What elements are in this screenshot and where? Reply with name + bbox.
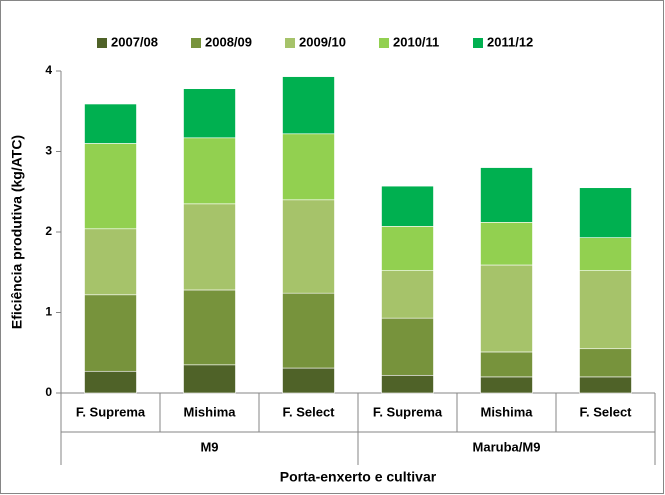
y-axis-title: Eficiência produtiva (kg/ATC) (9, 135, 25, 329)
bar-segment (579, 187, 632, 238)
bar-segment (183, 88, 236, 139)
legend-label: 2010/11 (393, 34, 439, 49)
bar-segment (381, 226, 434, 271)
bar-segment (480, 376, 533, 394)
x-tick-label: F. Select (282, 404, 335, 419)
bar-segment (381, 185, 434, 227)
bar-segment (381, 270, 434, 319)
y-tick-label: 3 (45, 144, 52, 158)
bar-segment (480, 351, 533, 378)
bar-segment (84, 143, 137, 230)
legend-swatch (473, 38, 483, 48)
bar-segment (579, 376, 632, 394)
legend-swatch (285, 38, 295, 48)
x-tick-label: F. Suprema (373, 404, 443, 419)
legend-swatch (97, 38, 107, 48)
bar-segment (84, 370, 137, 394)
legend-label: 2008/09 (205, 34, 252, 49)
bar-segment (579, 270, 632, 350)
bar-segment (183, 364, 236, 394)
bar-segment (381, 317, 434, 376)
bar-segment (84, 228, 137, 296)
bar-segment (579, 348, 632, 378)
bar-segment (480, 167, 533, 223)
bar-segment (480, 222, 533, 266)
y-tick-label: 1 (45, 305, 52, 319)
bar-segment (84, 294, 137, 372)
bar-segment (579, 237, 632, 271)
y-tick-label: 0 (45, 385, 52, 399)
bar-segment (381, 374, 434, 394)
legend-label: 2007/08 (111, 34, 158, 49)
legend-label: 2011/12 (487, 34, 533, 49)
x-axis-title: Porta-enxerto e cultivar (280, 469, 437, 485)
bar-segment (282, 199, 335, 294)
x-tick-label: Mishima (183, 404, 236, 419)
legend-swatch (379, 38, 389, 48)
legend-swatch (191, 38, 201, 48)
y-tick-label: 4 (45, 63, 52, 77)
bar-segment (183, 137, 236, 205)
legend-label: 2009/10 (299, 34, 346, 49)
x-tick-label: F. Suprema (76, 404, 146, 419)
bar-segment (84, 103, 137, 144)
bar-segment (282, 76, 335, 135)
x-tick-label: F. Select (579, 404, 632, 419)
group-label: M9 (200, 439, 218, 454)
bar-segment (282, 133, 335, 201)
group-label: Maruba/M9 (473, 439, 541, 454)
x-tick-label: Mishima (480, 404, 533, 419)
bar-segment (480, 264, 533, 353)
bar-segment (282, 367, 335, 394)
bar-segment (183, 203, 236, 291)
y-tick-label: 2 (45, 224, 52, 238)
bar-segment (183, 289, 236, 366)
bar-segment (282, 292, 335, 369)
